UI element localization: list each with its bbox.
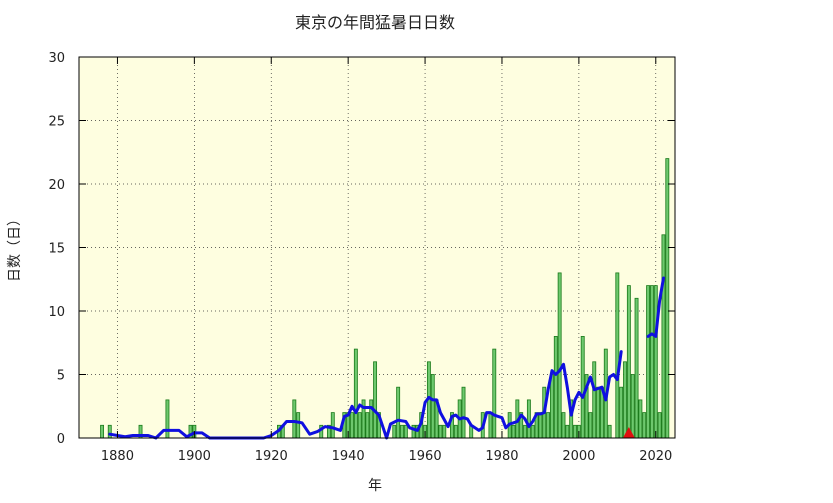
- x-axis-title: 年: [368, 478, 382, 494]
- bar: [526, 399, 531, 439]
- bar: [430, 374, 435, 439]
- axes: 1880 1900 1920 1940 1960 1980 2000 2020 0 5 10 15 20…: [48, 51, 675, 464]
- bar: [642, 412, 647, 439]
- bar: [638, 399, 643, 439]
- bar: [657, 412, 662, 439]
- y-tick-label: 5: [57, 369, 65, 384]
- bar: [619, 386, 624, 439]
- bar: [546, 412, 551, 439]
- bar: [400, 424, 404, 439]
- bar: [511, 424, 516, 439]
- bar: [596, 386, 601, 439]
- bar: [100, 424, 105, 439]
- bar: [626, 285, 631, 439]
- bar: [592, 361, 597, 439]
- bar: [392, 424, 397, 439]
- bar: [369, 399, 374, 439]
- bar: [353, 348, 358, 439]
- x-tick-label: 2020: [639, 449, 672, 464]
- bar: [630, 374, 635, 439]
- y-tick-label: 25: [48, 115, 65, 130]
- bar: [607, 424, 612, 439]
- grid: [79, 57, 675, 438]
- bar: [461, 386, 466, 439]
- chart-title: 東京の年間猛暑日日数: [295, 13, 455, 32]
- bar: [107, 424, 112, 439]
- bar: [561, 412, 566, 439]
- bar: [565, 424, 570, 439]
- bar: [646, 285, 651, 439]
- bar: [653, 285, 658, 439]
- x-tick-label: 2000: [562, 449, 595, 464]
- x-tick-label: 1960: [409, 449, 442, 464]
- bar: [350, 412, 354, 439]
- markers: [622, 427, 635, 438]
- bar: [553, 335, 558, 439]
- moving-average-line: [646, 276, 665, 338]
- bar: [296, 412, 301, 439]
- bar: [488, 412, 493, 439]
- x-tick-label: 1920: [255, 449, 288, 464]
- bar: [292, 399, 297, 439]
- bar: [330, 412, 335, 439]
- y-tick-label: 15: [48, 242, 65, 257]
- x-tick-label: 1900: [178, 449, 211, 464]
- bar: [523, 424, 527, 439]
- y-tick-label: 0: [57, 432, 65, 447]
- bar: [365, 412, 370, 439]
- y-axis-title: 日数（日）: [7, 212, 23, 282]
- bar: [442, 424, 447, 439]
- triangle-marker: [622, 427, 635, 438]
- bar: [165, 399, 170, 439]
- bar: [557, 272, 562, 439]
- bar: [453, 424, 458, 439]
- y-tick-label: 10: [48, 305, 65, 320]
- bar: [373, 361, 378, 439]
- bar: [550, 374, 554, 439]
- bar: [634, 297, 639, 439]
- x-tick-label: 1940: [332, 449, 365, 464]
- bar: [661, 234, 666, 439]
- bar: [623, 361, 627, 439]
- x-tick-label: 1880: [101, 449, 134, 464]
- bar: [438, 424, 443, 439]
- x-tick-label: 1980: [485, 449, 518, 464]
- y-tick-label: 20: [48, 178, 65, 193]
- bar: [649, 285, 654, 439]
- bar: [357, 412, 362, 439]
- bar: [492, 348, 497, 439]
- bar: [396, 386, 401, 439]
- bar: [530, 424, 535, 439]
- bar: [538, 412, 543, 439]
- bar: [403, 424, 408, 439]
- bar: [580, 335, 585, 439]
- bar: [588, 412, 593, 439]
- bar: [615, 272, 620, 439]
- bar: [573, 424, 577, 439]
- bar: [665, 158, 670, 439]
- y-tick-label: 30: [48, 51, 65, 66]
